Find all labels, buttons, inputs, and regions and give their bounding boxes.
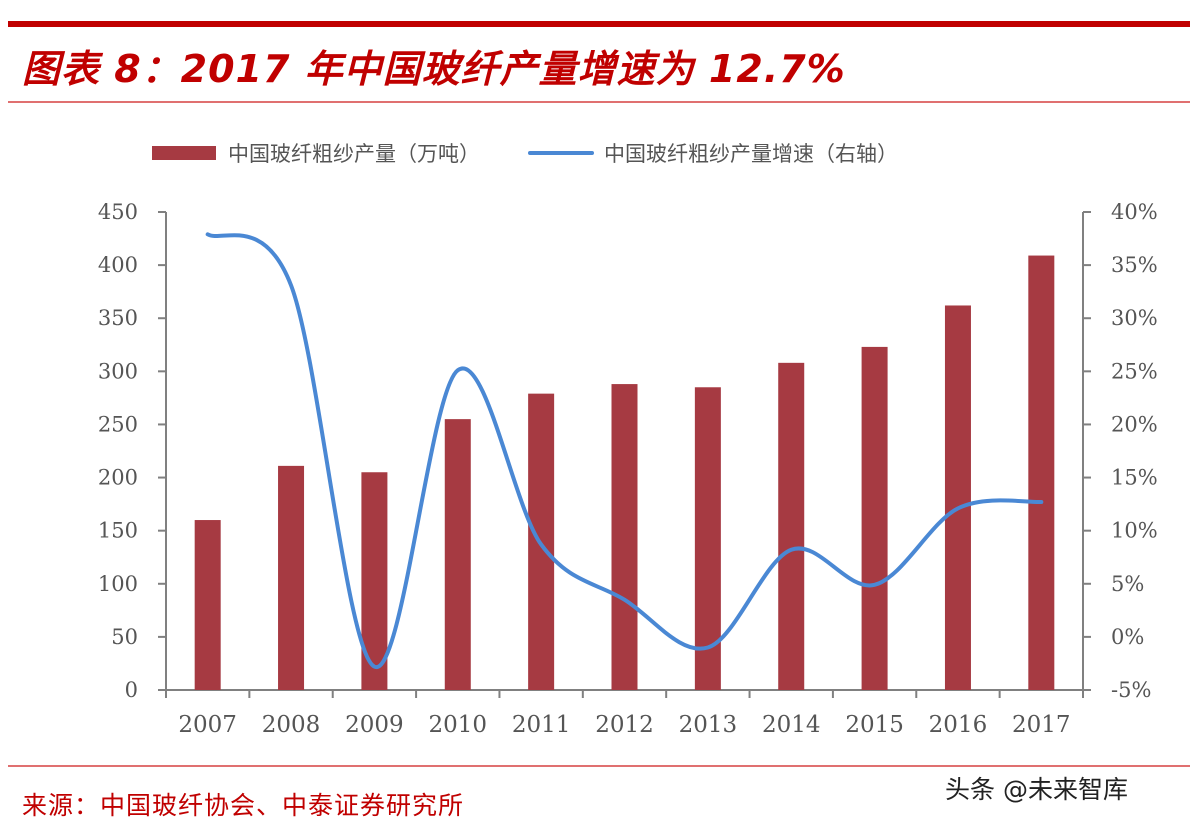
left-tick-label: 150: [98, 519, 138, 543]
growth-line: [205, 232, 1044, 669]
left-tick-label: 0: [125, 678, 138, 702]
x-tick-label: 2009: [345, 712, 404, 738]
legend-line-swatch: [528, 151, 594, 155]
x-tick-label: 2011: [512, 712, 571, 738]
bar: [694, 387, 721, 690]
left-tick-label: 250: [98, 412, 138, 436]
x-tick-label: 2013: [679, 712, 738, 738]
x-tick-label: 2015: [845, 712, 904, 738]
watermark: 头条 @未来智库: [945, 775, 1128, 804]
x-tick-label: 2014: [762, 712, 821, 738]
left-tick-label: 50: [111, 625, 138, 649]
source-note: 来源：中国玻纤协会、中泰证券研究所: [22, 791, 465, 820]
x-tick-label: 2017: [1012, 712, 1071, 738]
x-axis: 2007 2008 2009 2010 2011 2012 2013 2014 2015 2016…: [158, 689, 1084, 738]
x-tick-label: 2012: [595, 712, 654, 738]
right-tick-label: 10%: [1111, 519, 1158, 543]
right-tick-label: 30%: [1111, 306, 1158, 330]
x-tick-label: 2007: [178, 712, 237, 738]
legend-bar-label: 中国玻纤粗纱产量（万吨）: [228, 142, 480, 166]
right-tick-label: 5%: [1111, 572, 1144, 596]
top-rule: [8, 21, 1190, 27]
right-tick-label: 0%: [1111, 625, 1144, 649]
bar: [944, 305, 971, 690]
bar: [278, 465, 305, 690]
left-tick-label: 400: [98, 253, 138, 277]
right-axis: -5% 0% 5% 10% 15% 20% 25% 30% 35% 40%: [1082, 200, 1158, 702]
right-tick-label: 15%: [1111, 466, 1158, 490]
legend: 中国玻纤粗纱产量（万吨） 中国玻纤粗纱产量增速（右轴）: [152, 138, 898, 168]
bar: [194, 520, 221, 690]
chart-plot: 0 50 100 150 200 250 300 350 400 450 -5% 0% 5% 10% 15…: [98, 200, 1158, 738]
left-tick-label: 350: [98, 306, 138, 330]
bar: [861, 346, 888, 690]
x-tick-label: 2010: [428, 712, 487, 738]
x-tick-label: 2016: [929, 712, 988, 738]
bar: [611, 384, 638, 690]
legend-line-label: 中国玻纤粗纱产量增速（右轴）: [604, 142, 898, 166]
bar: [444, 419, 471, 690]
left-tick-label: 300: [98, 359, 138, 383]
left-tick-label: 450: [98, 200, 138, 224]
title-rule: [8, 101, 1190, 103]
right-tick-label: 40%: [1111, 200, 1158, 224]
right-tick-label: 20%: [1111, 412, 1158, 436]
x-tick-label: 2008: [262, 712, 321, 738]
legend-bar-swatch: [152, 146, 216, 160]
left-tick-label: 100: [98, 572, 138, 596]
left-axis: 0 50 100 150 200 250 300 350 400 450: [98, 200, 167, 702]
right-tick-label: 25%: [1111, 359, 1158, 383]
bar: [778, 362, 805, 690]
bar-series: [194, 255, 1055, 690]
right-tick-label: -5%: [1111, 678, 1151, 702]
right-tick-label: 35%: [1111, 253, 1158, 277]
bar: [1028, 255, 1055, 690]
left-tick-label: 200: [98, 466, 138, 490]
chart-title: 图表 8：2017 年中国玻纤产量增速为 12.7%: [22, 47, 846, 91]
source-rule: [8, 765, 1190, 767]
